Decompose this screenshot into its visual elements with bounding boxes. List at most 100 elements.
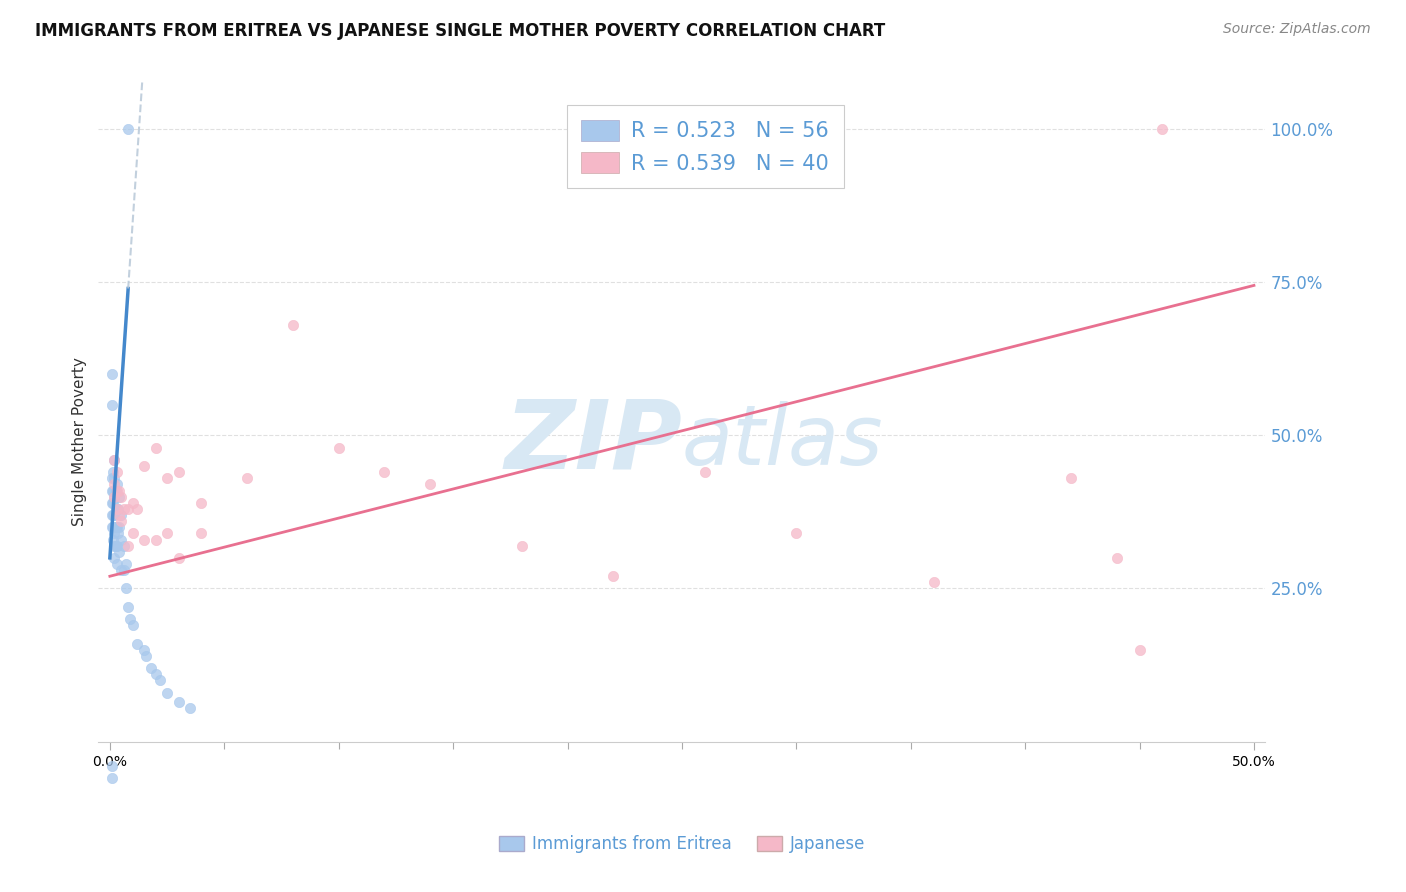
Point: [108, 490, 131, 504]
Point: [179, 701, 201, 715]
Point: [281, 318, 304, 333]
Point: [101, 772, 124, 786]
Point: [121, 618, 143, 632]
Point: [127, 502, 149, 516]
Point: [145, 441, 167, 455]
Point: [103, 490, 125, 504]
Point: [103, 490, 125, 504]
Point: [104, 483, 127, 498]
Point: [101, 496, 124, 510]
Point: [167, 550, 190, 565]
Point: [167, 695, 190, 709]
Text: ZIP: ZIP: [503, 395, 682, 488]
Point: [120, 612, 142, 626]
Point: [103, 508, 125, 522]
Point: [110, 514, 132, 528]
Point: [1152, 122, 1174, 136]
Point: [110, 508, 132, 522]
Point: [117, 599, 139, 614]
Point: [104, 502, 127, 516]
Point: [101, 759, 124, 773]
Point: [115, 557, 138, 571]
Text: Source: ZipAtlas.com: Source: ZipAtlas.com: [1223, 22, 1371, 37]
Point: [108, 508, 131, 522]
Y-axis label: Single Mother Poverty: Single Mother Poverty: [72, 357, 87, 526]
Point: [107, 502, 129, 516]
Point: [127, 637, 149, 651]
Point: [149, 673, 172, 688]
Point: [190, 526, 212, 541]
Point: [117, 122, 139, 136]
Point: [103, 477, 125, 491]
Text: IMMIGRANTS FROM ERITREA VS JAPANESE SINGLE MOTHER POVERTY CORRELATION CHART: IMMIGRANTS FROM ERITREA VS JAPANESE SING…: [35, 22, 886, 40]
Point: [103, 520, 125, 534]
Point: [103, 533, 125, 547]
Point: [110, 533, 132, 547]
Point: [156, 685, 179, 699]
Point: [103, 471, 125, 485]
Point: [105, 557, 128, 571]
Point: [103, 508, 125, 522]
Point: [112, 563, 135, 577]
Point: [134, 458, 156, 473]
Point: [145, 533, 167, 547]
Point: [156, 471, 179, 485]
Point: [785, 526, 807, 541]
Point: [156, 526, 179, 541]
Point: [115, 582, 138, 596]
Point: [103, 453, 125, 467]
Point: [105, 483, 128, 498]
Point: [121, 496, 143, 510]
Point: [105, 520, 128, 534]
Point: [105, 477, 128, 491]
Point: [510, 539, 533, 553]
Point: [112, 539, 135, 553]
Point: [105, 502, 128, 516]
Point: [108, 520, 131, 534]
Point: [117, 502, 139, 516]
Point: [112, 502, 135, 516]
Point: [145, 667, 167, 681]
Point: [1128, 642, 1150, 657]
Point: [110, 563, 132, 577]
Point: [117, 539, 139, 553]
Point: [103, 496, 125, 510]
Point: [110, 490, 132, 504]
Point: [101, 483, 124, 498]
Point: [103, 550, 125, 565]
Point: [107, 526, 129, 541]
Legend: Immigrants from Eritrea, Japanese: Immigrants from Eritrea, Japanese: [492, 828, 872, 860]
Point: [134, 533, 156, 547]
Point: [134, 642, 156, 657]
Point: [103, 453, 125, 467]
Point: [135, 648, 157, 663]
Point: [236, 471, 259, 485]
Point: [602, 569, 624, 583]
Point: [139, 661, 162, 675]
Text: atlas: atlas: [682, 401, 883, 482]
Point: [105, 465, 128, 479]
Point: [328, 441, 350, 455]
Point: [104, 539, 127, 553]
Point: [1105, 550, 1128, 565]
Point: [103, 483, 125, 498]
Point: [373, 465, 395, 479]
Point: [103, 465, 125, 479]
Point: [167, 465, 190, 479]
Point: [190, 496, 212, 510]
Point: [104, 520, 127, 534]
Point: [101, 398, 124, 412]
Point: [108, 545, 131, 559]
Point: [693, 465, 716, 479]
Point: [419, 477, 441, 491]
Point: [103, 526, 125, 541]
Point: [105, 539, 128, 553]
Point: [108, 483, 131, 498]
Point: [103, 539, 125, 553]
Point: [101, 471, 124, 485]
Point: [1060, 471, 1083, 485]
Point: [121, 526, 143, 541]
Point: [101, 520, 124, 534]
Point: [922, 575, 945, 590]
Point: [101, 508, 124, 522]
